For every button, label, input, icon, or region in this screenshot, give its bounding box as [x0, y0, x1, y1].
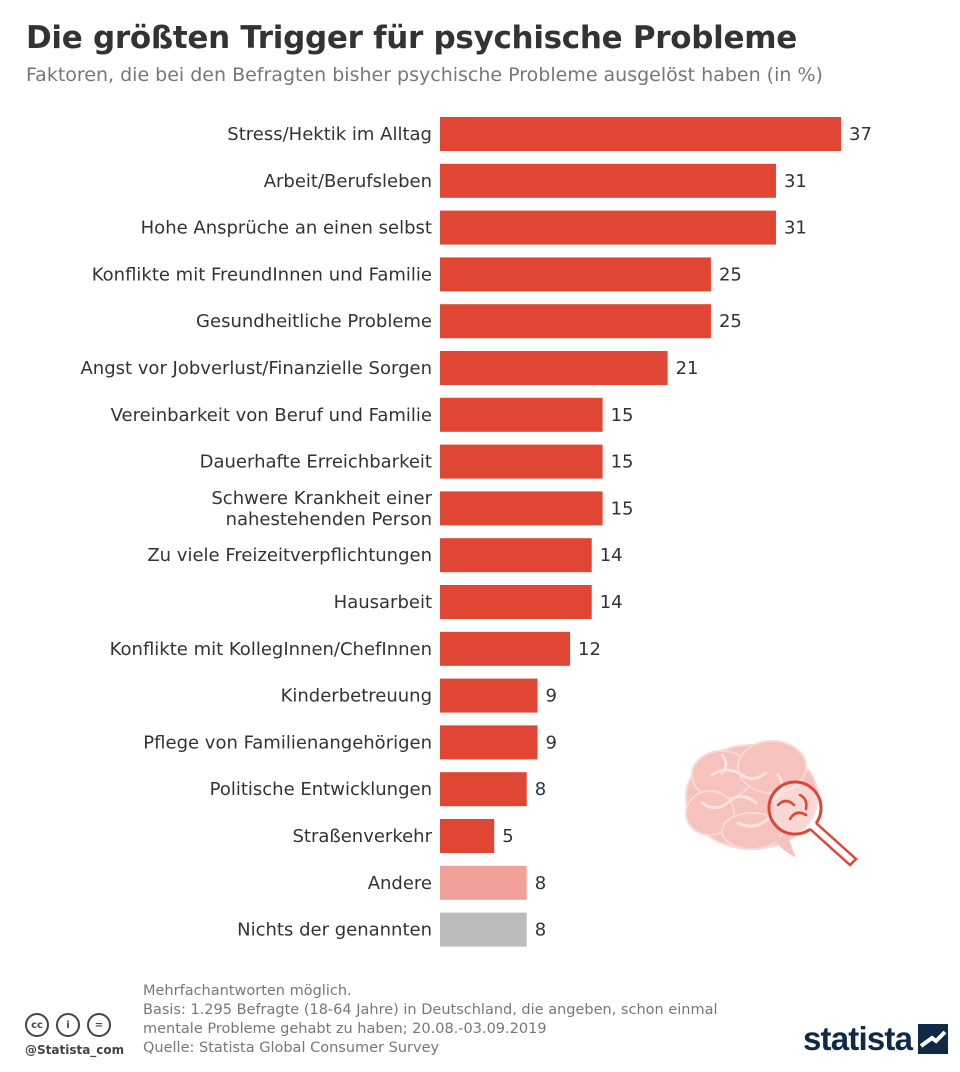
bar-10 [440, 538, 592, 573]
category-label-16: Straßenverkehr [292, 826, 432, 847]
nd-icon: = [87, 1013, 111, 1037]
value-label-4: 25 [719, 264, 742, 285]
bar-11 [440, 585, 592, 619]
value-label-2: 31 [784, 171, 807, 192]
bar-14 [440, 725, 538, 760]
value-label-10: 14 [600, 545, 623, 566]
chart-subtitle: Faktoren, die bei den Befragten bisher p… [26, 64, 823, 86]
category-label-1: Stress/Hektik im Alltag [227, 124, 432, 145]
bar-8 [440, 444, 603, 479]
statista-logo-icon [918, 1024, 949, 1054]
bar-3 [440, 210, 776, 245]
by-icon: i [56, 1013, 80, 1037]
value-label-18: 8 [535, 920, 546, 941]
bar-1 [440, 117, 841, 151]
note-source: Quelle: Statista Global Consumer Survey [143, 1040, 440, 1056]
value-label-5: 25 [719, 311, 742, 332]
bar-17 [440, 865, 527, 900]
value-label-3: 31 [784, 218, 807, 239]
cc-icon: cc [25, 1013, 49, 1037]
category-label-3: Hohe Ansprüche an einen selbst [141, 218, 432, 239]
bar-4 [440, 257, 711, 292]
value-label-6: 21 [676, 358, 699, 379]
category-label-7: Vereinbarkeit von Beruf und Familie [111, 405, 432, 426]
bar-9 [440, 491, 603, 526]
footer-notes: Mehrfachantworten möglich. Basis: 1.295 … [143, 982, 743, 1058]
category-label-15: Politische Entwicklungen [210, 779, 432, 800]
value-label-13: 9 [546, 686, 557, 707]
value-label-17: 8 [535, 873, 546, 894]
category-label-18: Nichts der genannten [237, 920, 432, 941]
value-label-16: 5 [502, 826, 513, 847]
value-label-8: 15 [611, 452, 634, 473]
value-label-14: 9 [546, 732, 557, 753]
value-label-15: 8 [535, 779, 546, 800]
brain-magnifier-icon [685, 740, 858, 867]
statista-wordmark: statista [803, 1020, 913, 1057]
category-label-10: Zu viele Freizeitverpflichtungen [147, 545, 432, 566]
bar-18 [440, 912, 527, 947]
note-multiple-answers: Mehrfachantworten möglich. [143, 983, 352, 999]
category-label-2: Arbeit/Berufsleben [264, 171, 432, 192]
category-label-17: Andere [368, 873, 432, 894]
category-label-8: Dauerhafte Erreichbarkeit [200, 452, 432, 473]
license-icons: cc i = [25, 1013, 111, 1037]
category-label-12: Konflikte mit KollegInnen/ChefInnen [110, 639, 432, 660]
category-label-6: Angst vor Jobverlust/Finanzielle Sorgen [80, 358, 432, 379]
category-label-4: Konflikte mit FreundInnen und Familie [92, 264, 432, 285]
bar-7 [440, 397, 603, 432]
category-label-14: Pflege von Familienangehörigen [143, 732, 432, 753]
value-label-9: 15 [611, 498, 634, 519]
statista-logo[interactable]: statista [803, 1020, 949, 1058]
bar-6 [440, 351, 668, 385]
category-label-11: Hausarbeit [334, 592, 432, 613]
value-label-11: 14 [600, 592, 623, 613]
value-label-12: 12 [578, 639, 601, 660]
chart-title: Die größten Trigger für psychische Probl… [26, 20, 797, 56]
bar-5 [440, 304, 711, 339]
statista-handle: @Statista_com [25, 1043, 125, 1057]
bar-12 [440, 631, 571, 666]
value-label-1: 37 [849, 124, 872, 145]
bar-chart: Stress/Hektik im Alltag 37 Arbeit/Berufsle… [80, 117, 872, 947]
value-label-7: 15 [611, 405, 634, 426]
category-label-5: Gesundheitliche Probleme [196, 311, 432, 332]
bar-2 [440, 163, 776, 198]
category-label-9: Schwere Krankheit einer nahestehenden Per… [211, 488, 432, 530]
bar-13 [440, 678, 538, 713]
bar-16 [440, 819, 495, 853]
bar-15 [440, 772, 527, 807]
category-label-13: Kinderbetreuung [281, 686, 432, 707]
note-basis: Basis: 1.295 Befragte (18-64 Jahre) in D… [143, 1002, 718, 1037]
